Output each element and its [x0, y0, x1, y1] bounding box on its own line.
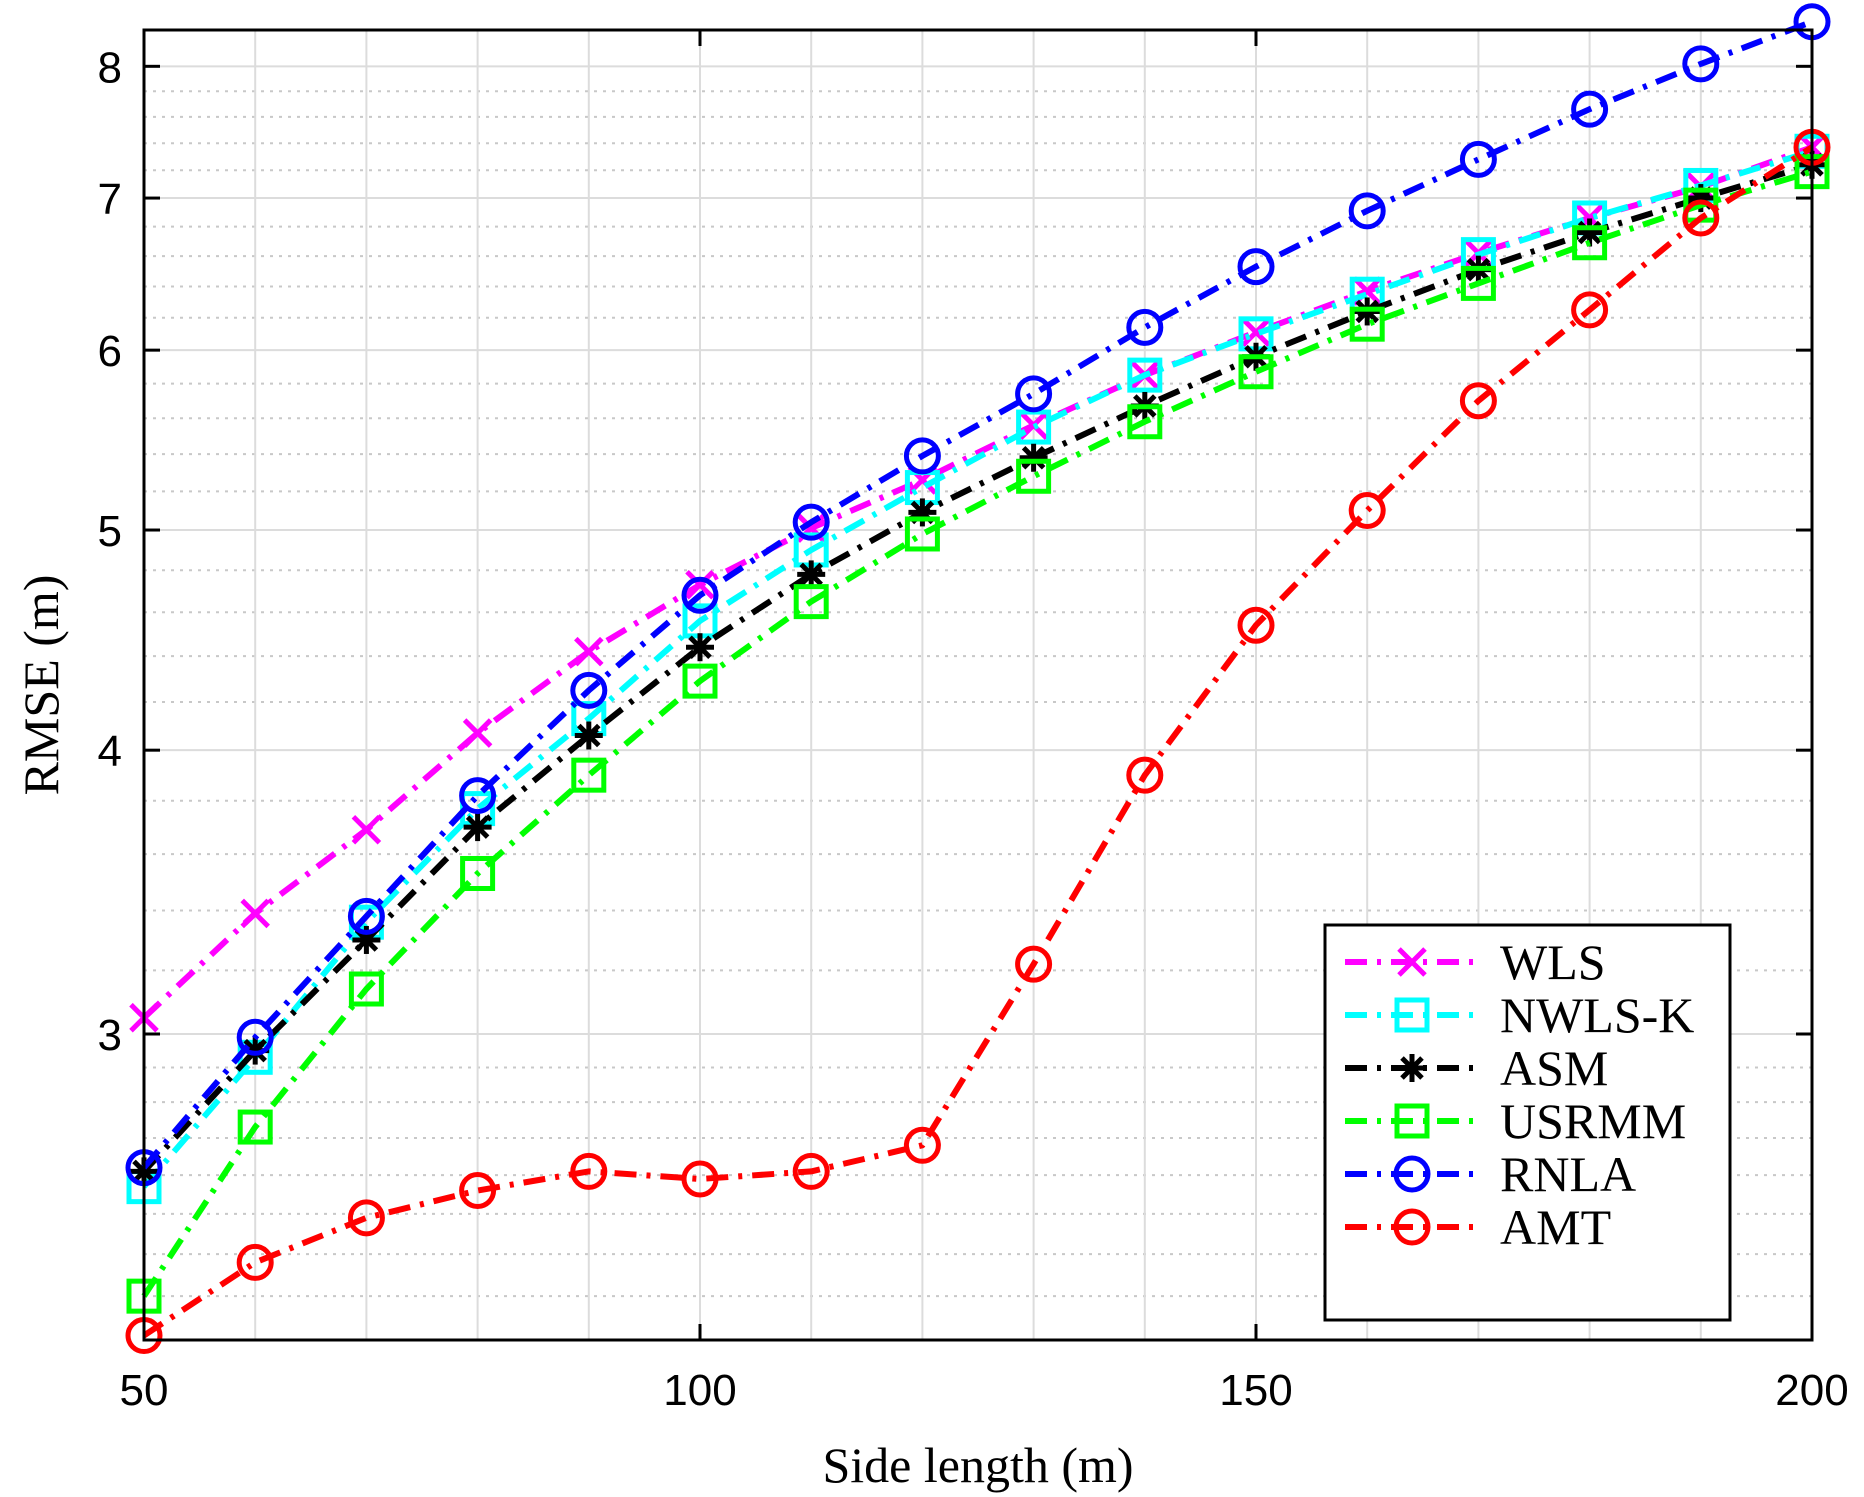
data-point	[1015, 945, 1053, 983]
x-tick-label: 150	[1219, 1366, 1292, 1415]
data-point	[240, 898, 270, 929]
data-point	[1015, 375, 1053, 413]
y-tick-label: 8	[98, 43, 122, 92]
data-point	[1016, 458, 1052, 494]
data-point	[348, 971, 384, 1007]
data-point	[347, 897, 385, 935]
y-tick-label: 5	[98, 507, 122, 556]
data-point	[459, 777, 497, 815]
series-line	[141, 18, 1814, 1170]
data-point	[1682, 199, 1720, 237]
legend-item-nwls-k: NWLS-K	[1345, 987, 1694, 1043]
x-tick-label: 100	[663, 1366, 736, 1415]
legend-label: AMT	[1500, 1199, 1611, 1255]
data-point	[1571, 291, 1609, 329]
legend-item-usrmm: USRMM	[1345, 1093, 1686, 1149]
data-point	[1349, 306, 1385, 342]
legend-marker	[1394, 997, 1430, 1033]
data-point	[236, 1243, 274, 1281]
data-point	[792, 1152, 830, 1190]
y-axis-label: RMSE (m)	[13, 575, 69, 796]
legend-marker	[1393, 1155, 1431, 1193]
data-point	[1127, 357, 1163, 393]
x-tick-label: 50	[120, 1366, 169, 1415]
data-point	[351, 814, 382, 845]
data-point	[1348, 491, 1386, 529]
data-point	[1460, 265, 1496, 301]
legend-label: ASM	[1500, 1040, 1608, 1096]
data-point	[1572, 225, 1608, 261]
data-point	[681, 576, 719, 614]
y-tick-label: 7	[98, 175, 122, 224]
x-axis-label: Side length (m)	[822, 1437, 1133, 1493]
legend-label: RNLA	[1500, 1146, 1636, 1202]
data-point	[1019, 443, 1048, 472]
data-point	[792, 503, 830, 541]
data-point	[903, 437, 941, 475]
legend-label: NWLS-K	[1500, 987, 1694, 1043]
legend-marker	[1393, 1208, 1431, 1246]
data-point	[462, 718, 493, 748]
data-point	[1126, 756, 1164, 794]
data-point	[571, 757, 607, 793]
data-point	[904, 516, 940, 552]
legend-item-amt: AMT	[1345, 1199, 1611, 1255]
data-point	[685, 570, 715, 600]
data-point	[574, 721, 603, 750]
y-tick-label: 6	[98, 327, 122, 376]
data-point	[1126, 308, 1164, 346]
data-point	[1571, 90, 1609, 128]
data-point	[1682, 45, 1720, 83]
series-line	[141, 148, 1813, 1189]
series-line	[141, 168, 1813, 1298]
legend-marker	[1394, 1103, 1430, 1139]
series-rnla	[125, 3, 1831, 1187]
series-line	[142, 144, 1814, 1339]
data-point	[793, 584, 829, 620]
data-point	[1241, 317, 1271, 347]
legend-label: WLS	[1500, 934, 1606, 990]
series-amt	[125, 128, 1831, 1355]
legend-item-wls: WLS	[1345, 934, 1606, 990]
data-point	[1237, 606, 1275, 644]
data-point	[463, 813, 492, 842]
axis-ticks: 50 100 150 200 3 4 5 6 7 8	[98, 30, 1849, 1415]
legend-marker	[1398, 1054, 1426, 1082]
data-point	[1127, 404, 1163, 440]
data-point	[237, 1109, 273, 1145]
data-point	[236, 1018, 274, 1056]
data-point	[460, 855, 496, 891]
data-point	[797, 560, 826, 589]
data-point	[686, 633, 714, 662]
data-point	[347, 1199, 385, 1237]
y-tick-label: 4	[98, 727, 122, 776]
legend-label: USRMM	[1500, 1093, 1686, 1149]
legend-item-rnla: RNLA	[1345, 1146, 1636, 1202]
data-point	[459, 1171, 497, 1209]
data-point	[682, 663, 718, 699]
data-point	[1348, 192, 1386, 230]
plot-frame	[142, 28, 1814, 1342]
series-layer	[125, 3, 1831, 1355]
x-tick-label: 200	[1775, 1366, 1848, 1415]
y-tick-label: 3	[98, 1011, 122, 1060]
data-point	[903, 1126, 941, 1164]
legend-item-asm: ASM	[1345, 1040, 1608, 1096]
data-point	[570, 1152, 608, 1190]
data-point	[574, 636, 604, 667]
data-point	[1459, 140, 1497, 178]
series-usrmm	[126, 154, 1830, 1314]
data-point	[570, 671, 608, 709]
legend-marker	[1397, 947, 1427, 977]
data-point	[908, 498, 937, 527]
data-point	[1237, 248, 1275, 286]
data-point	[1459, 382, 1497, 420]
series-line	[141, 161, 1813, 1174]
data-point	[681, 1160, 719, 1198]
data-point	[1238, 354, 1274, 390]
